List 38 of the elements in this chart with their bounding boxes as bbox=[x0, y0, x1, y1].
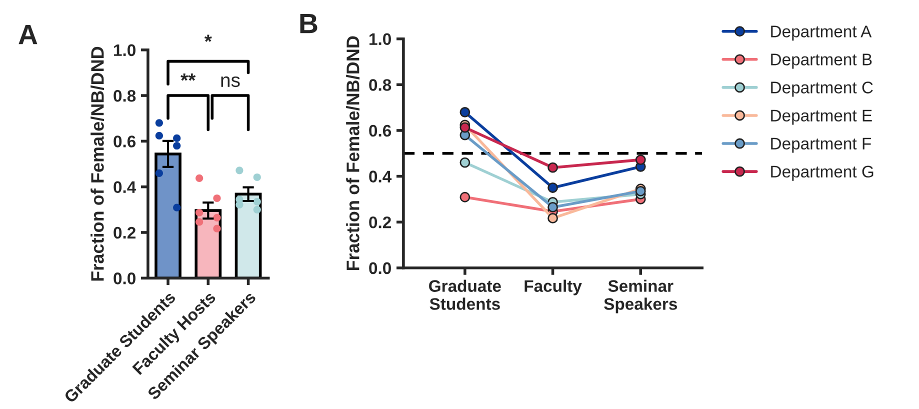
y-tick-label: 0.8 bbox=[114, 90, 136, 102]
y-tick-label: 0.6 bbox=[369, 124, 392, 137]
legend-label: Department A bbox=[771, 26, 872, 41]
y-tick-label: 1.0 bbox=[114, 44, 136, 56]
legend-label: Department B bbox=[771, 54, 872, 69]
x-tick-label: Faculty bbox=[524, 280, 582, 296]
chart-title: A bbox=[18, 25, 38, 44]
y-tick-label: 0.2 bbox=[369, 216, 391, 228]
y-tick-label: 0.4 bbox=[114, 181, 136, 194]
legend-label: Department G bbox=[771, 166, 874, 181]
point bbox=[460, 122, 470, 133]
y-tick-label: 0.4 bbox=[369, 170, 392, 182]
point bbox=[548, 202, 558, 212]
y-tick-label: 0.8 bbox=[369, 79, 392, 91]
y-tick-label: 0.2 bbox=[114, 226, 136, 239]
x-tick-label: Graduate Students bbox=[429, 280, 501, 310]
annotation: ns bbox=[221, 76, 240, 88]
y-axis-title: Fraction of Female/NB/DND bbox=[90, 46, 104, 281]
x-tick-label: Seminar Speakers bbox=[604, 280, 678, 314]
point bbox=[635, 154, 646, 165]
legend-label: Department E bbox=[771, 110, 872, 125]
text: * bbox=[204, 34, 212, 42]
y-tick-label: 0.6 bbox=[114, 136, 136, 148]
point bbox=[460, 192, 470, 202]
annotation: ** bbox=[180, 74, 196, 81]
y-axis-title: Fraction of Female/NB/DND bbox=[346, 36, 360, 270]
point bbox=[548, 212, 558, 224]
legend-label: Department F bbox=[771, 138, 871, 153]
point bbox=[460, 106, 470, 118]
bar bbox=[234, 192, 262, 278]
point bbox=[548, 162, 558, 173]
y-tick-label: 0.0 bbox=[369, 262, 391, 274]
chart-title: B bbox=[300, 14, 318, 34]
point bbox=[460, 157, 470, 168]
y-tick-label: 1.0 bbox=[370, 33, 391, 46]
y-tick-label: 0.0 bbox=[114, 272, 136, 284]
point bbox=[548, 182, 558, 193]
legend-label: Department C bbox=[771, 82, 873, 97]
